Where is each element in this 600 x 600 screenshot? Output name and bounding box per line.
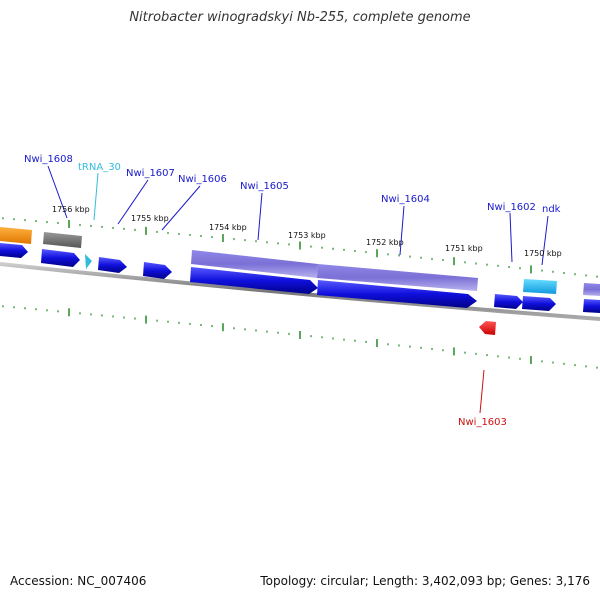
kbp-label: 1752 kbp bbox=[366, 238, 404, 247]
cds-arrow bbox=[583, 299, 600, 313]
gene-label-nwi1603: Nwi_1603 bbox=[458, 417, 507, 428]
purple-feature-1605 bbox=[191, 250, 318, 278]
label-line-nwi1603 bbox=[479, 369, 485, 414]
cds-arrow bbox=[41, 249, 80, 267]
accession-label: Accession: NC_007406 bbox=[10, 574, 147, 588]
cds-arrow bbox=[143, 262, 172, 279]
kbp-label: 1750 kbp bbox=[524, 249, 562, 258]
cds-arrow-1604 bbox=[317, 280, 477, 308]
label-line-nwi1608 bbox=[47, 165, 68, 219]
gene-label-nwi1606: Nwi_1606 bbox=[178, 174, 227, 185]
cds-arrow-1603 bbox=[479, 321, 496, 335]
label-line-nwi1604 bbox=[399, 205, 405, 256]
gene-label-nwi1604: Nwi_1604 bbox=[381, 194, 430, 205]
cds-arrow bbox=[98, 257, 127, 273]
cds-arrow bbox=[0, 243, 28, 258]
gene-label-nwi1602: Nwi_1602 bbox=[487, 202, 536, 213]
forward-tick-track bbox=[2, 217, 598, 278]
kbp-label: 1754 kbp bbox=[209, 223, 247, 232]
cyan-feature-ndk bbox=[523, 279, 557, 294]
label-line-nwi1606 bbox=[161, 185, 201, 231]
kbp-label: 1756 kbp bbox=[52, 205, 90, 214]
cds-arrow-ndk bbox=[522, 296, 556, 311]
label-line-nwi1602 bbox=[509, 212, 513, 263]
purple-feature-right bbox=[583, 283, 600, 296]
gene-label-nwi1605: Nwi_1605 bbox=[240, 181, 289, 192]
reverse-tick-track bbox=[2, 305, 598, 369]
map-title: Nitrobacter winogradskyi Nb-255, complet… bbox=[129, 10, 471, 25]
label-line-nwi1607 bbox=[117, 179, 149, 225]
kbp-label: 1755 kbp bbox=[131, 214, 169, 223]
label-line-trna30 bbox=[93, 172, 99, 221]
orange-feature bbox=[0, 227, 32, 244]
gene-label-ndk: ndk bbox=[542, 204, 561, 215]
cds-arrow-1605 bbox=[190, 267, 318, 294]
gray-feature bbox=[43, 232, 82, 248]
trna-arrow bbox=[85, 254, 92, 269]
cds-arrow-1602 bbox=[494, 294, 523, 309]
gene-label-trna30: tRNA_30 bbox=[78, 162, 121, 173]
purple-feature-1604 bbox=[317, 264, 478, 291]
kbp-label: 1753 kbp bbox=[288, 231, 326, 240]
kbp-label: 1751 kbp bbox=[445, 244, 483, 253]
label-line-ndk bbox=[541, 215, 549, 266]
label-line-nwi1605 bbox=[257, 192, 263, 241]
genome-summary: Topology: circular; Length: 3,402,093 bp… bbox=[260, 574, 590, 588]
gene-label-nwi1608: Nwi_1608 bbox=[24, 154, 73, 165]
genome-backbone bbox=[0, 262, 600, 321]
gene-label-nwi1607: Nwi_1607 bbox=[126, 168, 175, 179]
